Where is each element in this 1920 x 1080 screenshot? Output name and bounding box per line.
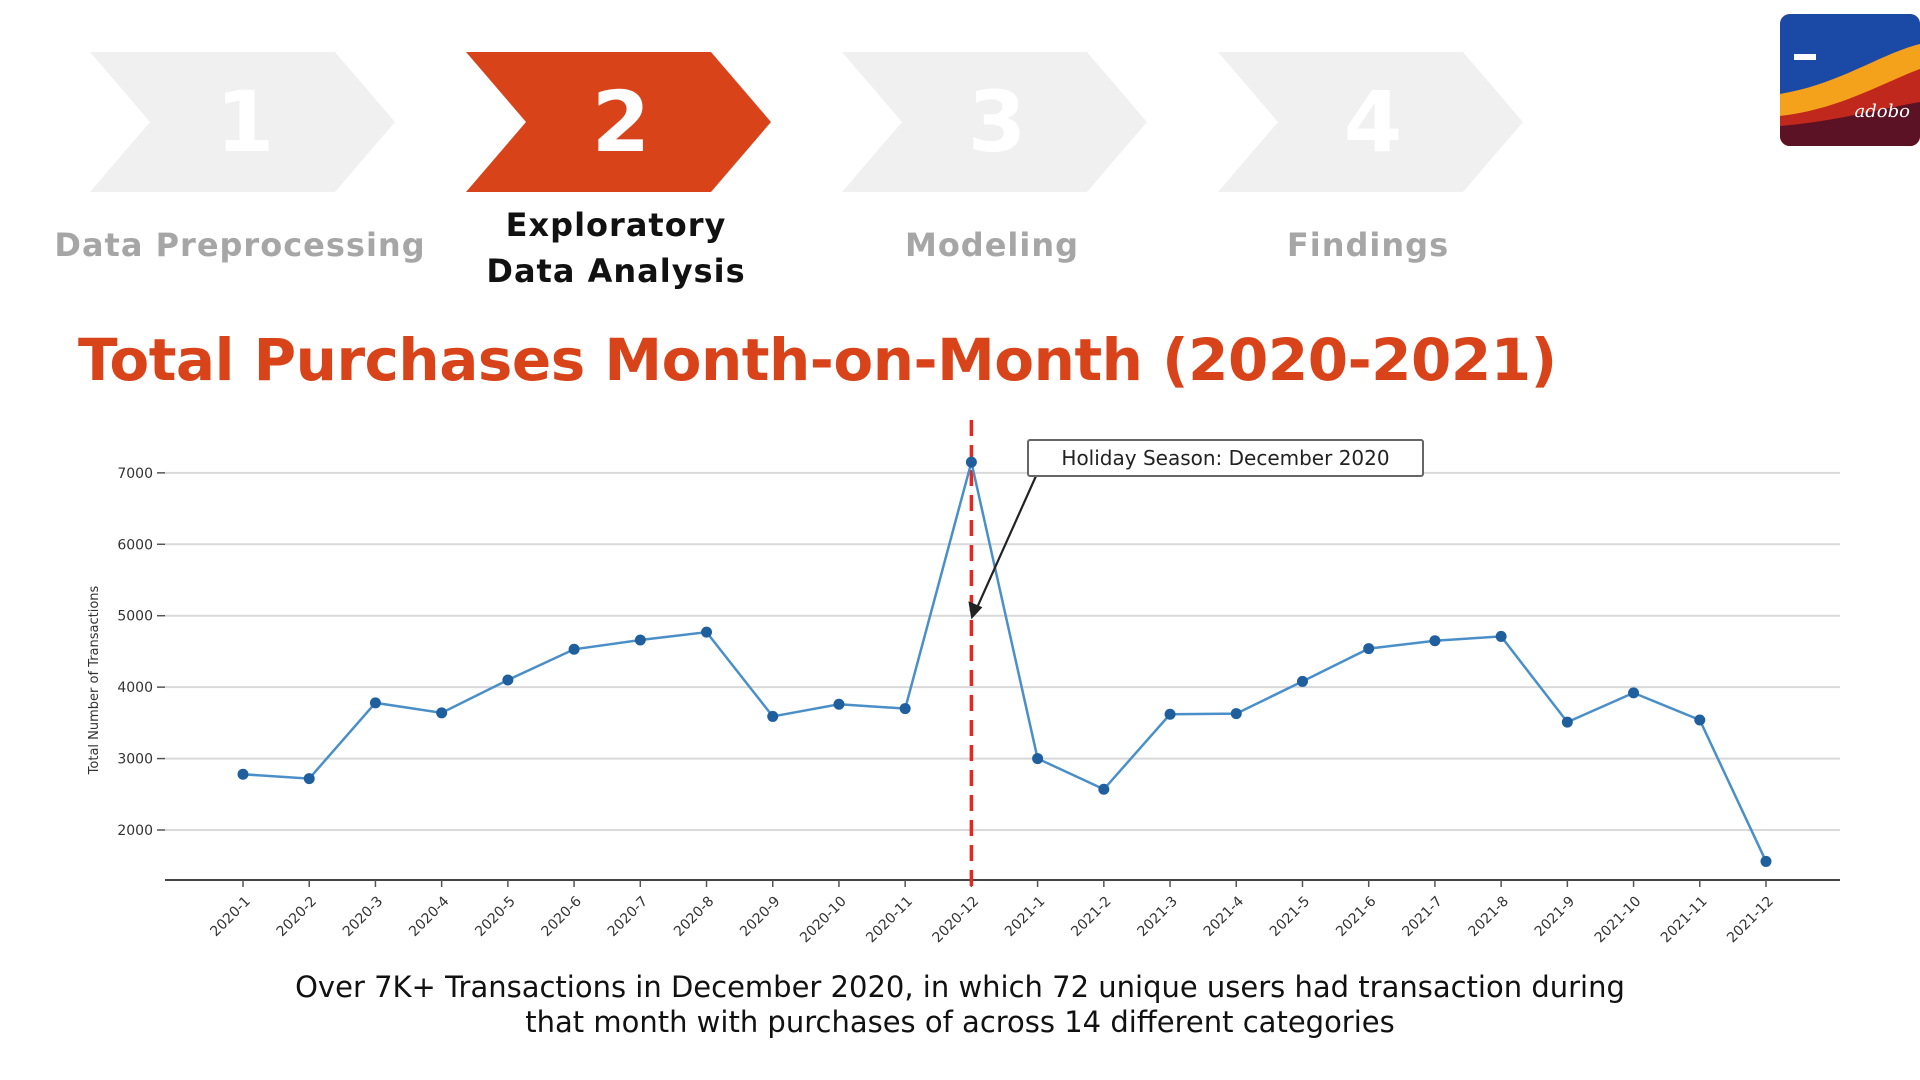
data-point — [1429, 635, 1441, 647]
x-tick-label: 2020-2 — [274, 894, 320, 940]
step-4-label: Findings — [1286, 226, 1450, 264]
data-point — [1495, 630, 1507, 642]
chart-caption: Over 7K+ Transactions in December 2020, … — [160, 970, 1760, 1040]
step-3-chevron — [842, 52, 1147, 192]
data-point — [237, 768, 249, 780]
y-tick-label: 6000 — [117, 537, 153, 553]
step-4: 4 — [1218, 52, 1528, 192]
data-point — [1164, 708, 1176, 720]
x-tick-label: 2020-1 — [207, 894, 253, 940]
x-tick-label: 2020-10 — [797, 894, 850, 947]
line-chart: 2000 3000 4000 5000 6000 7000 Total Number of … — [87, 420, 1840, 947]
step-1-number: 1 — [215, 73, 275, 171]
step-2: 2 — [466, 52, 776, 192]
caption-line-2: that month with purchases of across 14 d… — [525, 1005, 1395, 1039]
x-tick-label: 2021-2 — [1068, 894, 1114, 940]
page-title: Total Purchases Month-on-Month (2020-202… — [78, 326, 1557, 394]
x-tick-label: 2021-7 — [1399, 894, 1445, 940]
data-point — [369, 697, 381, 709]
step-4-chevron — [1218, 52, 1523, 192]
x-tick-label: 2021-12 — [1724, 894, 1777, 947]
y-tick-label: 3000 — [117, 752, 153, 768]
caption-line-1: Over 7K+ Transactions in December 2020, … — [295, 970, 1625, 1004]
step-2-label-line2: Data Analysis — [486, 252, 746, 290]
x-tick-label: 2020-4 — [406, 893, 452, 939]
data-point — [701, 626, 713, 638]
y-tick-label: 7000 — [117, 466, 153, 482]
step-1: 1 — [90, 52, 400, 192]
data-point — [634, 634, 646, 646]
data-point — [436, 707, 448, 719]
step-2-number: 2 — [591, 73, 651, 171]
x-tick-label: 2020-7 — [605, 894, 651, 940]
data-point — [1098, 783, 1110, 795]
x-tick-label: 2020-6 — [539, 893, 585, 939]
x-tick-label: 2021-5 — [1267, 894, 1313, 940]
step-4-number: 4 — [1343, 73, 1403, 171]
annotation-box — [1027, 439, 1424, 477]
data-point — [767, 710, 779, 722]
x-tick-label: 2021-1 — [1002, 894, 1048, 940]
step-2-label-line1: Exploratory — [505, 206, 727, 244]
annotation-arrow — [974, 475, 1038, 612]
y-tick-label: 2000 — [117, 823, 153, 839]
step-3-label: Modeling — [904, 226, 1080, 264]
x-tick-label: 2021-11 — [1658, 894, 1711, 947]
data-point — [899, 703, 911, 715]
data-point — [303, 773, 315, 785]
data-point — [1760, 855, 1772, 867]
adobo-logo-graphic — [1780, 14, 1920, 146]
y-axis-label: Total Number of Transactions — [87, 585, 102, 775]
step-3: 3 — [842, 52, 1152, 192]
annotation-arrowhead — [968, 601, 983, 620]
series-line — [242, 461, 1768, 862]
x-tick-label: 2021-8 — [1466, 894, 1512, 940]
data-point — [1296, 675, 1308, 687]
data-point — [1628, 687, 1640, 699]
step-1-chevron — [90, 52, 395, 192]
x-tick-label: 2020-5 — [472, 894, 518, 940]
data-point — [1561, 716, 1573, 728]
x-tick-label: 2021-10 — [1592, 894, 1645, 947]
step-2-label: Exploratory Data Analysis — [406, 202, 826, 294]
x-tick-label: 2020-12 — [930, 894, 983, 947]
annotation-text: Holiday Season: December 2020 — [1061, 446, 1389, 470]
data-point — [833, 698, 845, 710]
data-point — [965, 456, 977, 468]
x-tick-label: 2020-9 — [737, 894, 783, 940]
data-point — [1032, 753, 1044, 765]
y-tick-label: 5000 — [117, 609, 153, 625]
data-point — [1694, 714, 1706, 726]
step-3-number: 3 — [967, 73, 1027, 171]
x-tick-label: 2021-4 — [1201, 893, 1247, 939]
step-2-chevron — [466, 52, 771, 192]
adobo-logo-text: adobo — [1854, 101, 1910, 122]
x-tick-label: 2020-8 — [671, 894, 717, 940]
data-point — [1230, 708, 1242, 720]
x-tick-label: 2021-6 — [1333, 893, 1379, 939]
data-point — [1363, 643, 1375, 655]
data-point — [568, 643, 580, 655]
adobo-logo: adobo — [1780, 14, 1920, 146]
process-steps: 1 Data Preprocessing 2 Exploratory Data … — [0, 0, 1600, 310]
data-point — [502, 674, 514, 686]
step-1-label: Data Preprocessing — [54, 226, 426, 264]
y-tick-label: 4000 — [117, 680, 153, 696]
x-tick-label: 2020-11 — [863, 894, 916, 947]
x-tick-label: 2020-3 — [340, 894, 386, 940]
x-tick-label: 2021-9 — [1532, 894, 1578, 940]
x-tick-label: 2021-3 — [1134, 894, 1180, 940]
